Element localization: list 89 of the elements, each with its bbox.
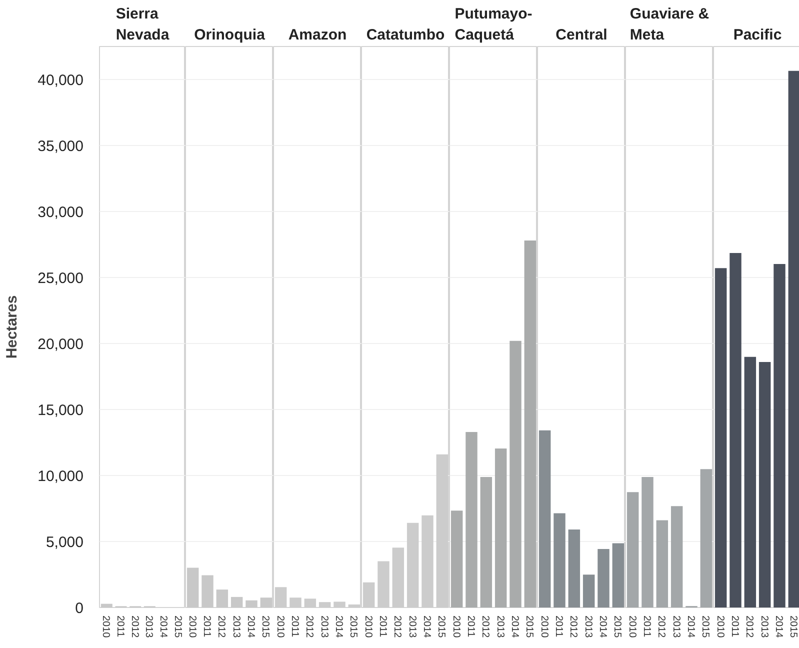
x-tick-label: 2010 [362, 616, 374, 638]
bar [700, 469, 712, 608]
bar [626, 492, 639, 608]
bar [582, 574, 595, 608]
x-tick-label: 2011 [289, 616, 300, 638]
x-tick-label: 2012 [128, 616, 140, 638]
x-tick-label: 2015 [260, 616, 271, 638]
x-tick-label: 2012 [392, 616, 403, 638]
y-tick-label: 25,000 [38, 270, 84, 287]
x-tick-label: 2010 [186, 616, 198, 638]
x-tick-label: 2013 [318, 616, 330, 638]
y-tick-label: 30,000 [38, 204, 84, 221]
x-tick-label: 2013 [406, 616, 418, 638]
y-tick-label: 40,000 [38, 72, 84, 89]
x-tick-label: 2011 [729, 616, 740, 638]
y-tick-label: 10,000 [38, 468, 84, 485]
x-tick-label: 2014 [773, 616, 784, 638]
bar [450, 510, 463, 608]
bar [656, 520, 668, 608]
x-tick-label: 2015 [788, 616, 799, 638]
bar [524, 240, 536, 608]
chart-title: Catatumbo [366, 26, 445, 44]
x-tick-label: 2014 [597, 616, 608, 638]
x-tick-label: 2010 [450, 616, 462, 638]
bar [480, 476, 492, 608]
x-tick-label: 2012 [656, 616, 667, 638]
y-tick-label: 0 [75, 600, 84, 617]
bar [730, 252, 742, 608]
x-tick-label: 2013 [230, 616, 242, 638]
chart-title: Orinoquia [194, 26, 266, 44]
bar [758, 362, 771, 608]
x-tick-label: 2010 [626, 616, 638, 638]
bar [612, 543, 624, 608]
x-tick-label: 2011 [377, 616, 388, 638]
x-tick-label: 2014 [333, 616, 344, 638]
chart-title: Putumayo-Caquetá [454, 5, 532, 44]
y-tick-label: 20,000 [38, 336, 84, 353]
chart-title: Central [556, 26, 608, 44]
y-axis-title: Hectares [4, 295, 21, 359]
bar [744, 356, 756, 608]
x-tick-label: 2013 [582, 616, 594, 638]
x-tick-label: 2011 [553, 616, 564, 638]
x-tick-label: 2015 [348, 616, 359, 638]
chart-title: Pacific [733, 26, 782, 44]
x-tick-label: 2010 [714, 616, 726, 638]
x-tick-label: 2013 [758, 616, 770, 638]
x-tick-label: 2010 [538, 616, 550, 638]
x-tick-label: 2014 [509, 616, 520, 638]
x-tick-label: 2012 [744, 616, 755, 638]
x-tick-label: 2010 [100, 616, 112, 638]
x-tick-label: 2014 [685, 616, 696, 638]
x-tick-label: 2011 [641, 616, 652, 638]
x-tick-label: 2015 [524, 616, 535, 638]
x-tick-label: 2012 [216, 616, 227, 638]
x-tick-label: 2011 [465, 616, 476, 638]
x-tick-label: 2013 [494, 616, 506, 638]
bar [714, 268, 727, 608]
bar [670, 506, 683, 608]
x-tick-label: 2013 [670, 616, 682, 638]
x-tick-label: 2012 [568, 616, 579, 638]
x-tick-label: 2011 [201, 616, 212, 638]
x-tick-label: 2014 [158, 616, 168, 638]
chart-title: Sierra Nevada [116, 5, 170, 44]
x-tick-label: 2015 [436, 616, 447, 638]
y-tick-label: 15,000 [38, 402, 84, 419]
bar [494, 448, 507, 608]
x-tick-label: 2010 [274, 616, 286, 638]
x-tick-label: 2011 [114, 616, 126, 638]
bar [538, 430, 551, 608]
x-tick-label: 2015 [172, 616, 183, 638]
x-tick-label: 2013 [143, 616, 154, 638]
bar [788, 70, 799, 608]
bar [510, 340, 522, 608]
bar [642, 476, 654, 608]
bar [598, 549, 610, 608]
x-tick-label: 2012 [304, 616, 315, 638]
bar [554, 513, 566, 608]
x-tick-label: 2015 [700, 616, 711, 638]
x-tick-label: 2015 [612, 616, 623, 638]
bar [466, 432, 478, 608]
y-tick-label: 5,000 [46, 534, 84, 551]
chart-title: Guaviare & Meta [630, 5, 710, 44]
x-tick-label: 2014 [245, 616, 256, 638]
bar [568, 529, 580, 608]
x-tick-label: 2012 [480, 616, 491, 638]
bar [774, 264, 786, 608]
y-tick-label: 35,000 [38, 138, 84, 155]
x-tick-label: 2014 [421, 616, 432, 638]
chart-title: Amazon [288, 26, 347, 44]
